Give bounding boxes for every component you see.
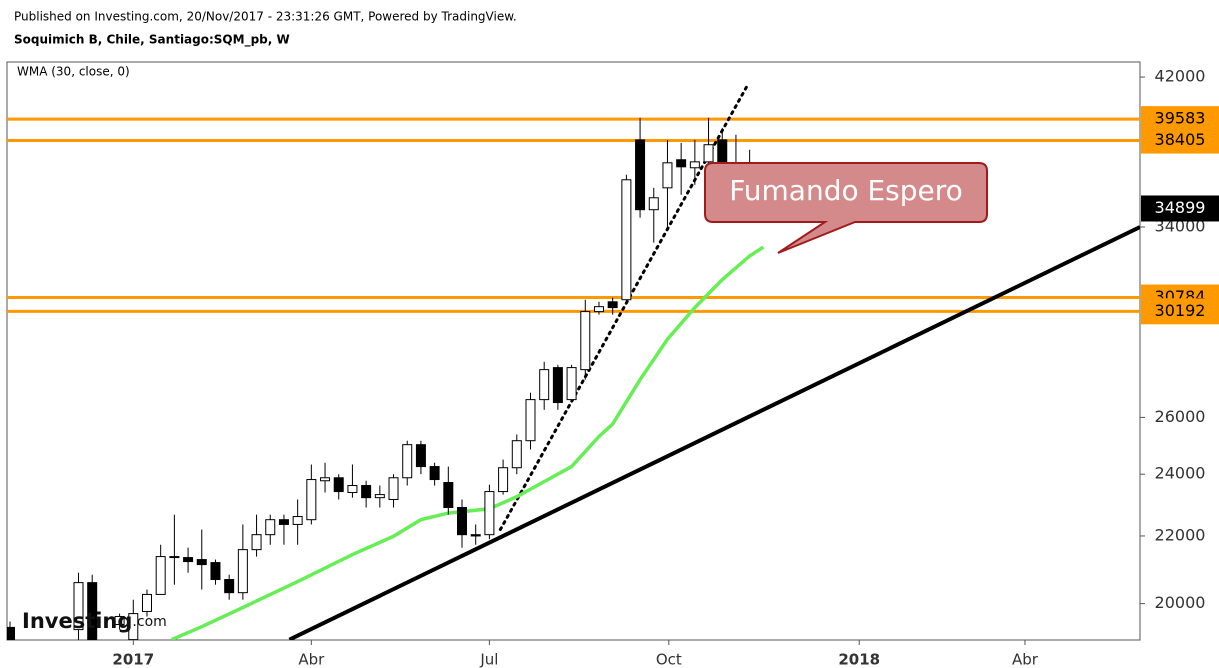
level-label: 38405 [1155,130,1206,149]
candle-body [676,159,687,168]
candle-body [292,516,303,525]
candle-body [662,162,673,189]
candle-body [511,440,522,469]
trendline [288,225,1140,640]
candle-body [251,534,262,551]
candle-body [306,479,317,521]
candle-body [73,582,84,631]
watermark-suffix: .com [132,614,166,630]
candle-body [635,139,646,211]
chart-title: Soquimich B, Chile, Santiago:SQM_pb, W [14,33,290,48]
callout [704,162,988,254]
candle-body [128,613,139,640]
candle-body [552,367,563,404]
candle-body [265,519,276,536]
level-label: 39583 [1155,109,1206,128]
source-note: Published on Investing.com, 20/Nov/2017 … [14,10,517,24]
last-price-label: 34899 [1155,198,1206,217]
candle-body [278,519,289,525]
candle-body [717,139,728,166]
candle-body [607,301,618,309]
callout-text: Fumando Espero [729,174,963,207]
candle-body [443,482,454,509]
candle-body [580,311,591,371]
candle-body [347,485,358,493]
candle-body [374,494,385,499]
y-tick-label: 42000 [1155,67,1206,86]
level-label-box [1141,298,1219,325]
candle-body [415,444,426,468]
wma-line [170,245,765,640]
candle-body [621,179,632,301]
candle-body [320,477,331,482]
watermark-brand: Investing [22,609,132,633]
candle-body [7,626,16,640]
candle-body [566,367,577,401]
candle-body [114,615,125,625]
candle-body [429,466,440,481]
candle-body [648,197,659,211]
candle-body [169,556,180,559]
x-tick-label: Oct [656,651,682,668]
candle-body [703,144,714,163]
trendline [498,82,750,532]
last-price-box [1141,195,1219,222]
candle-body [689,161,700,169]
x-tick-label: Abr [298,651,325,668]
candle-body [484,491,495,536]
y-tick-label: 24000 [1155,464,1206,483]
level-label: 30192 [1155,301,1206,320]
y-tick-label: 26000 [1155,407,1206,426]
candle-body [237,549,248,594]
x-tick-label: 2018 [838,651,880,668]
candle-body [155,556,166,595]
candle-body [593,306,604,313]
candle-body [141,593,152,612]
x-tick-label: Abr [1012,651,1039,668]
candle-body [388,477,399,500]
candle-body [87,582,98,640]
x-tick-label: 2017 [112,651,154,668]
candle-body [539,369,550,401]
level-label-box [1141,127,1219,154]
candle-body [525,399,536,442]
candle-body [402,444,413,479]
legend-entry: WMA (30, close, 0) [17,65,130,79]
candle-body [333,477,344,493]
candle-body [196,559,207,566]
x-tick-label: Jul [479,651,498,668]
candle-body [361,485,372,499]
y-tick-label: 22000 [1155,525,1206,544]
candle-body [470,534,481,537]
candle-body [183,557,194,563]
candle-body [224,579,235,594]
candle-body [457,507,468,536]
plot-frame [6,61,1141,641]
candle-body [210,562,221,581]
candle-body [498,467,509,493]
watermark: Investing.com [22,609,167,633]
y-tick-label: 20000 [1155,593,1206,612]
